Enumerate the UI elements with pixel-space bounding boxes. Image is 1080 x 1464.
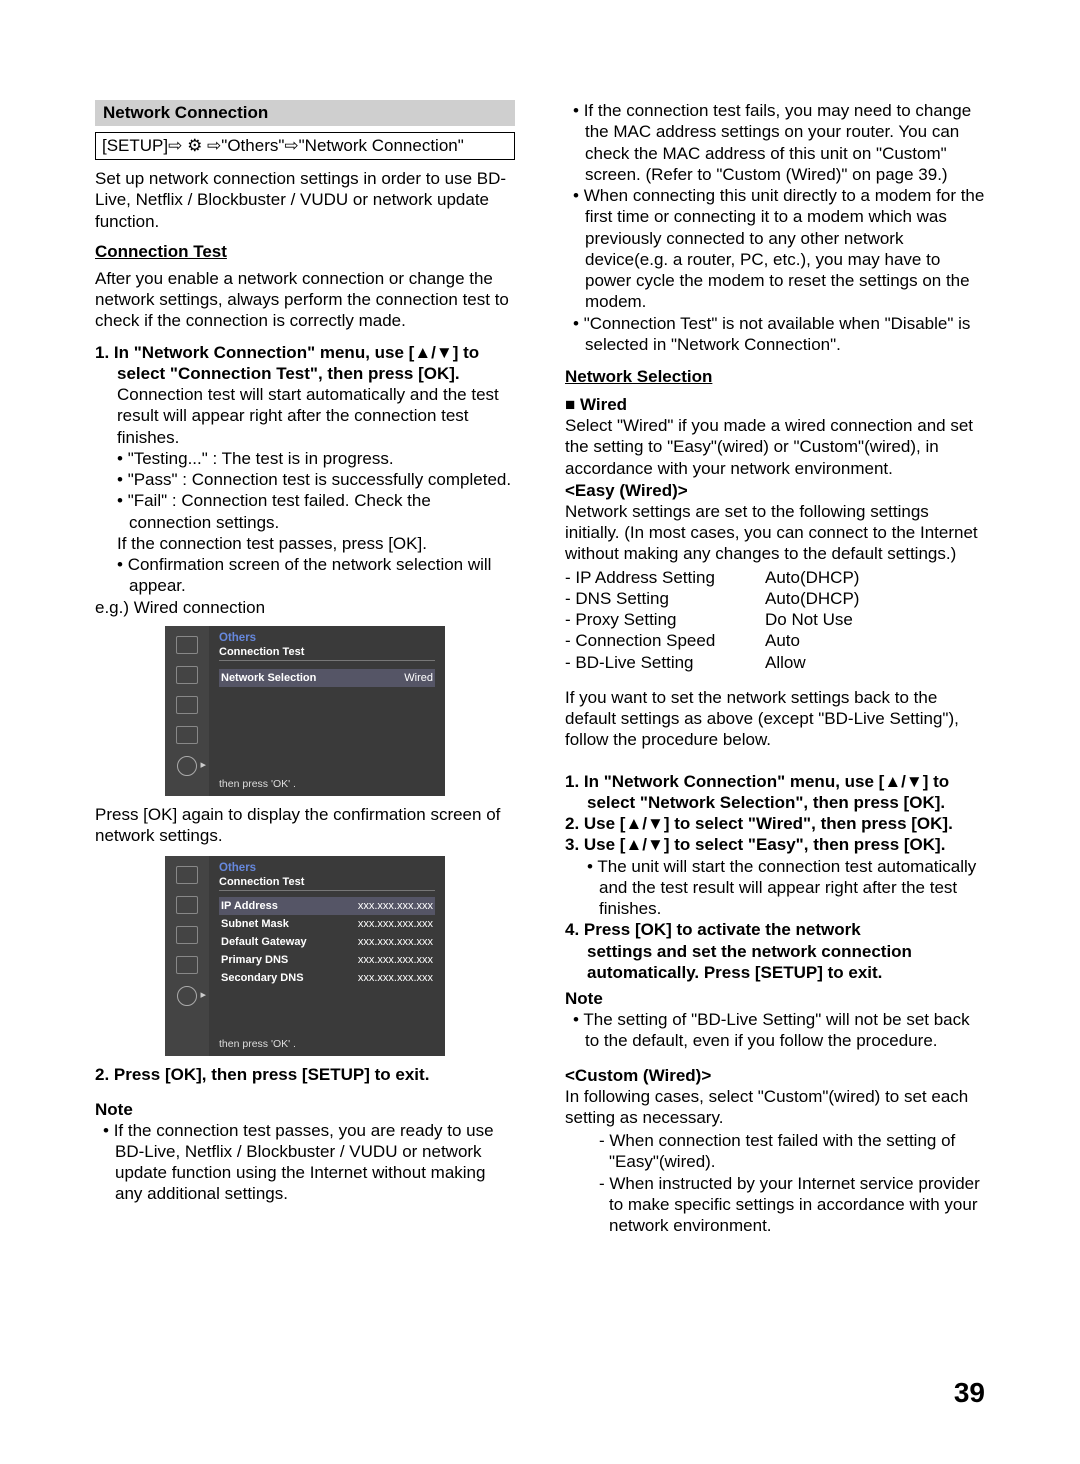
mock1-row-label: Network Selection [221, 672, 316, 684]
nstep4b: settings and set the network connection … [565, 941, 985, 984]
note-bullet: If the connection test passes, you are r… [95, 1120, 515, 1205]
page-number: 39 [954, 1377, 985, 1409]
mock1-row-value: Wired [404, 672, 433, 684]
step2: 2. Press [OK], then press [SETUP] to exi… [95, 1064, 515, 1085]
press-ok-again: Press [OK] again to display the confirma… [95, 804, 515, 847]
setting-label: BD-Live Setting [565, 652, 765, 673]
setting-label: DNS Setting [565, 588, 765, 609]
ui-mock-1: Others Connection Test Network Selection… [165, 626, 445, 796]
note-label: Note [95, 1100, 515, 1120]
setting-value: Allow [765, 652, 985, 673]
nstep3-bullet: The unit will start the connection test … [565, 856, 985, 920]
setting-value: Auto [765, 630, 985, 651]
screen-icon [176, 666, 198, 684]
bullet-pass: "Pass" : Connection test is successfully… [95, 469, 515, 490]
mock2-icons [165, 856, 209, 1056]
mock2-title: Others [219, 862, 435, 874]
display-icon [176, 866, 198, 884]
nstep1b: select "Network Selection", then press [… [565, 792, 985, 813]
mock1-row: Network Selection Wired [219, 669, 435, 687]
restore-intro: If you want to set the network settings … [565, 687, 985, 751]
screen-icon [176, 896, 198, 914]
nstep4a: 4. Press [OK] to activate the network [565, 919, 985, 940]
audio-icon [176, 926, 198, 944]
display-icon [176, 636, 198, 654]
setting-label: Connection Speed [565, 630, 765, 651]
default-settings-list: IP Address SettingAuto(DHCP) DNS Setting… [565, 567, 985, 673]
parental-icon [176, 726, 198, 744]
gear-icon [177, 756, 197, 776]
network-connection-header: Network Connection [95, 100, 515, 126]
mock1-icons [165, 626, 209, 796]
mock2-row: Default Gatewayxxx.xxx.xxx.xxx [219, 933, 435, 951]
parental-icon [176, 956, 198, 974]
network-selection-heading: Network Selection [565, 367, 985, 387]
intro-text: Set up network connection settings in or… [95, 168, 515, 232]
mock2-row: IP Addressxxx.xxx.xxx.xxx [219, 897, 435, 915]
mock2-row: Secondary DNSxxx.xxx.xxx.xxx [219, 969, 435, 987]
bullet-fail: "Fail" : Connection test failed. Check t… [95, 490, 515, 533]
setting-value: Auto(DHCP) [765, 588, 985, 609]
bullet-mac: If the connection test fails, you may ne… [565, 100, 985, 185]
custom-intro: In following cases, select "Custom"(wire… [565, 1086, 985, 1129]
bullet-confirm: Confirmation screen of the network selec… [95, 554, 515, 597]
note-bullet-2: The setting of "BD-Live Setting" will no… [565, 1009, 985, 1052]
setting-label: IP Address Setting [565, 567, 765, 588]
nstep2: 2. Use [▲/▼] to select "Wired", then pre… [565, 813, 985, 834]
audio-icon [176, 696, 198, 714]
bullet-modem: When connecting this unit directly to a … [565, 185, 985, 313]
custom-wired-heading: <Custom (Wired)> [565, 1066, 985, 1086]
mock1-footer: then press 'OK' . [219, 778, 435, 790]
easy-intro: Network settings are set to the followin… [565, 501, 985, 565]
setting-value: Do Not Use [765, 609, 985, 630]
mock2-footer: then press 'OK' . [219, 1038, 435, 1050]
ui-mock-2: Others Connection Test IP Addressxxx.xxx… [165, 856, 445, 1056]
right-column: If the connection test fails, you may ne… [565, 100, 985, 1236]
setting-label: Proxy Setting [565, 609, 765, 630]
setting-value: Auto(DHCP) [765, 567, 985, 588]
custom-dash-1: When connection test failed with the set… [565, 1130, 985, 1173]
connection-test-intro: After you enable a network connection or… [95, 268, 515, 332]
note-label-2: Note [565, 989, 985, 1009]
mock2-row: Primary DNSxxx.xxx.xxx.xxx [219, 951, 435, 969]
step1-line1: 1. In "Network Connection" menu, use [▲/… [95, 342, 515, 363]
bullet-disable: "Connection Test" is not available when … [565, 313, 985, 356]
step1-desc: Connection test will start automatically… [95, 384, 515, 448]
if-pass: If the connection test passes, press [OK… [95, 533, 515, 554]
wired-intro: Select "Wired" if you made a wired conne… [565, 415, 985, 479]
mock2-heading: Connection Test [219, 874, 435, 891]
nstep1a: 1. In "Network Connection" menu, use [▲/… [565, 771, 985, 792]
mock2-row: Subnet Maskxxx.xxx.xxx.xxx [219, 915, 435, 933]
mock1-heading: Connection Test [219, 644, 435, 661]
nstep3: 3. Use [▲/▼] to select "Easy", then pres… [565, 834, 985, 855]
gear-icon [177, 986, 197, 1006]
wired-heading: ■ Wired [565, 395, 985, 415]
bullet-testing: "Testing..." : The test is in progress. [95, 448, 515, 469]
easy-wired-heading: <Easy (Wired)> [565, 481, 985, 501]
breadcrumb: [SETUP]⇨ ⚙ ⇨"Others"⇨"Network Connection… [95, 132, 515, 160]
step1-line2: select "Connection Test", then press [OK… [95, 363, 515, 384]
mock1-title: Others [219, 632, 435, 644]
left-column: Network Connection [SETUP]⇨ ⚙ ⇨"Others"⇨… [95, 100, 515, 1236]
connection-test-heading: Connection Test [95, 242, 515, 262]
eg-wired: e.g.) Wired connection [95, 597, 515, 618]
custom-dash-2: When instructed by your Internet service… [565, 1173, 985, 1237]
